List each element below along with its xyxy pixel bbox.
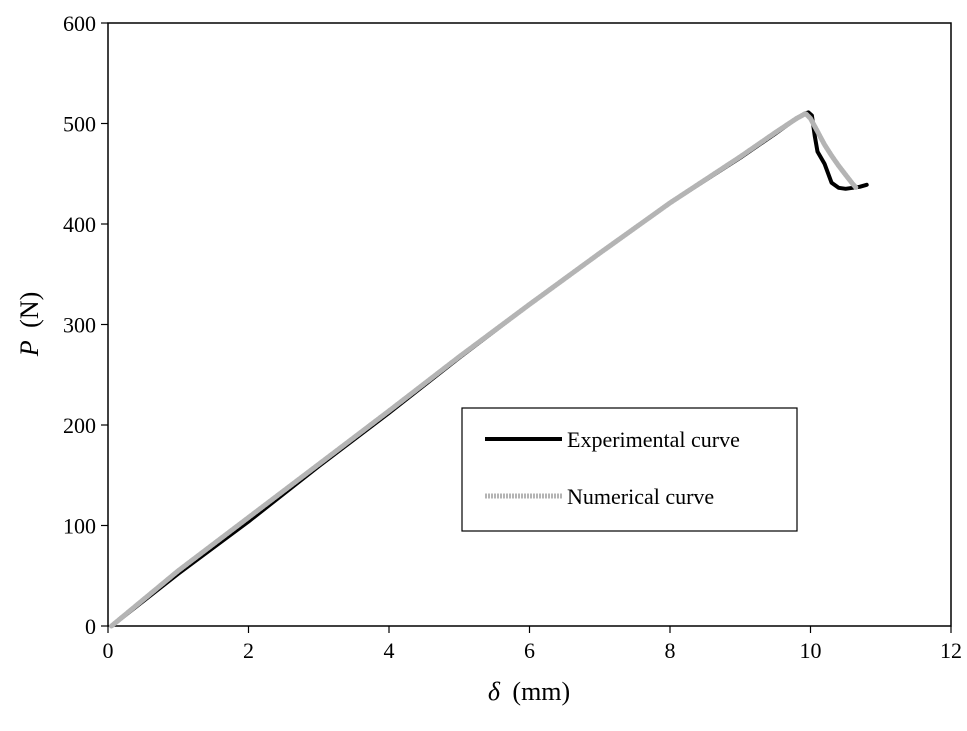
series-layer bbox=[109, 110, 869, 629]
y-tick-label: 100 bbox=[63, 514, 96, 539]
x-tick-label: 4 bbox=[384, 638, 395, 663]
x-tick-label: 6 bbox=[524, 638, 535, 663]
y-tick-label: 600 bbox=[63, 11, 96, 36]
series-numerical-line bbox=[109, 111, 859, 629]
legend: Experimental curve Numerical curve bbox=[461, 407, 798, 532]
y-tick-label: 500 bbox=[63, 112, 96, 137]
x-tick-label: 2 bbox=[243, 638, 254, 663]
y-tick-label: 300 bbox=[63, 313, 96, 338]
x-axis-unit: (mm) bbox=[512, 677, 570, 706]
y-axis-symbol: P bbox=[15, 340, 44, 357]
legend-box bbox=[461, 407, 798, 532]
x-axis-title: δ (mm) bbox=[488, 677, 570, 706]
x-axis-symbol: δ bbox=[488, 677, 501, 706]
y-tick-label: 0 bbox=[85, 614, 96, 639]
axis-ticks: 0 2 4 6 8 10 12 0 100 200 300 400 500 600 bbox=[63, 11, 962, 663]
x-tick-label: 12 bbox=[940, 638, 962, 663]
x-tick-label: 0 bbox=[103, 638, 114, 663]
y-axis-title: P (N) bbox=[15, 292, 44, 357]
x-tick-label: 8 bbox=[665, 638, 676, 663]
legend-label-numerical: Numerical curve bbox=[567, 484, 714, 509]
y-tick-label: 400 bbox=[63, 212, 96, 237]
legend-label-experimental: Experimental curve bbox=[567, 427, 740, 452]
x-tick-label: 10 bbox=[800, 638, 822, 663]
y-axis-unit: (N) bbox=[15, 292, 44, 328]
y-tick-label: 200 bbox=[63, 413, 96, 438]
